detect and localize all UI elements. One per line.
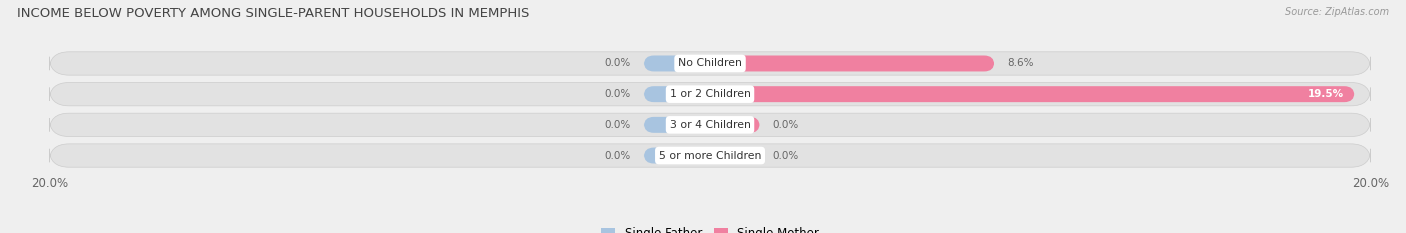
Text: 0.0%: 0.0% [605, 89, 631, 99]
Text: 5 or more Children: 5 or more Children [659, 151, 761, 161]
FancyBboxPatch shape [710, 117, 759, 133]
Text: 8.6%: 8.6% [1007, 58, 1033, 69]
Text: 0.0%: 0.0% [605, 120, 631, 130]
Text: No Children: No Children [678, 58, 742, 69]
Text: INCOME BELOW POVERTY AMONG SINGLE-PARENT HOUSEHOLDS IN MEMPHIS: INCOME BELOW POVERTY AMONG SINGLE-PARENT… [17, 7, 529, 20]
Text: 0.0%: 0.0% [605, 151, 631, 161]
Text: 3 or 4 Children: 3 or 4 Children [669, 120, 751, 130]
FancyBboxPatch shape [644, 147, 710, 164]
Text: 0.0%: 0.0% [605, 58, 631, 69]
FancyBboxPatch shape [710, 86, 1354, 102]
FancyBboxPatch shape [710, 55, 994, 72]
FancyBboxPatch shape [49, 52, 1371, 75]
FancyBboxPatch shape [49, 144, 1371, 167]
FancyBboxPatch shape [49, 113, 1371, 137]
FancyBboxPatch shape [710, 147, 759, 164]
Text: 0.0%: 0.0% [773, 151, 799, 161]
Legend: Single Father, Single Mother: Single Father, Single Mother [596, 222, 824, 233]
Text: 0.0%: 0.0% [773, 120, 799, 130]
Text: 19.5%: 19.5% [1309, 89, 1344, 99]
FancyBboxPatch shape [644, 86, 710, 102]
FancyBboxPatch shape [644, 117, 710, 133]
FancyBboxPatch shape [644, 55, 710, 72]
FancyBboxPatch shape [49, 82, 1371, 106]
Text: Source: ZipAtlas.com: Source: ZipAtlas.com [1285, 7, 1389, 17]
Text: 1 or 2 Children: 1 or 2 Children [669, 89, 751, 99]
